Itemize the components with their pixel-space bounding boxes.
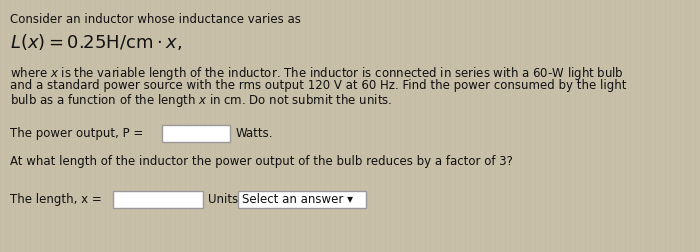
FancyBboxPatch shape [113,191,203,208]
Text: The power output, P =: The power output, P = [10,127,144,139]
Text: $\mathit{L}(\mathit{x}) = 0.25\mathrm{H/cm} \cdot \mathit{x},$: $\mathit{L}(\mathit{x}) = 0.25\mathrm{H/… [10,32,182,52]
FancyBboxPatch shape [162,125,230,142]
Text: and a standard power source with the rms output 120 V at 60 Hz. Find the power c: and a standard power source with the rms… [10,78,626,91]
FancyBboxPatch shape [238,191,366,208]
Text: At what length of the inductor the power output of the bulb reduces by a factor : At what length of the inductor the power… [10,154,513,167]
Text: The length, x =: The length, x = [10,192,101,205]
Text: Consider an inductor whose inductance varies as: Consider an inductor whose inductance va… [10,13,301,26]
Text: Units: Units [208,192,238,205]
Text: where $\mathit{x}$ is the variable length of the inductor. The inductor is conne: where $\mathit{x}$ is the variable lengt… [10,65,624,82]
Text: Watts.: Watts. [236,127,274,139]
Text: Select an answer ▾: Select an answer ▾ [242,192,353,205]
Text: bulb as a function of the length $\mathit{x}$ in cm. Do not submit the units.: bulb as a function of the length $\mathi… [10,92,392,109]
